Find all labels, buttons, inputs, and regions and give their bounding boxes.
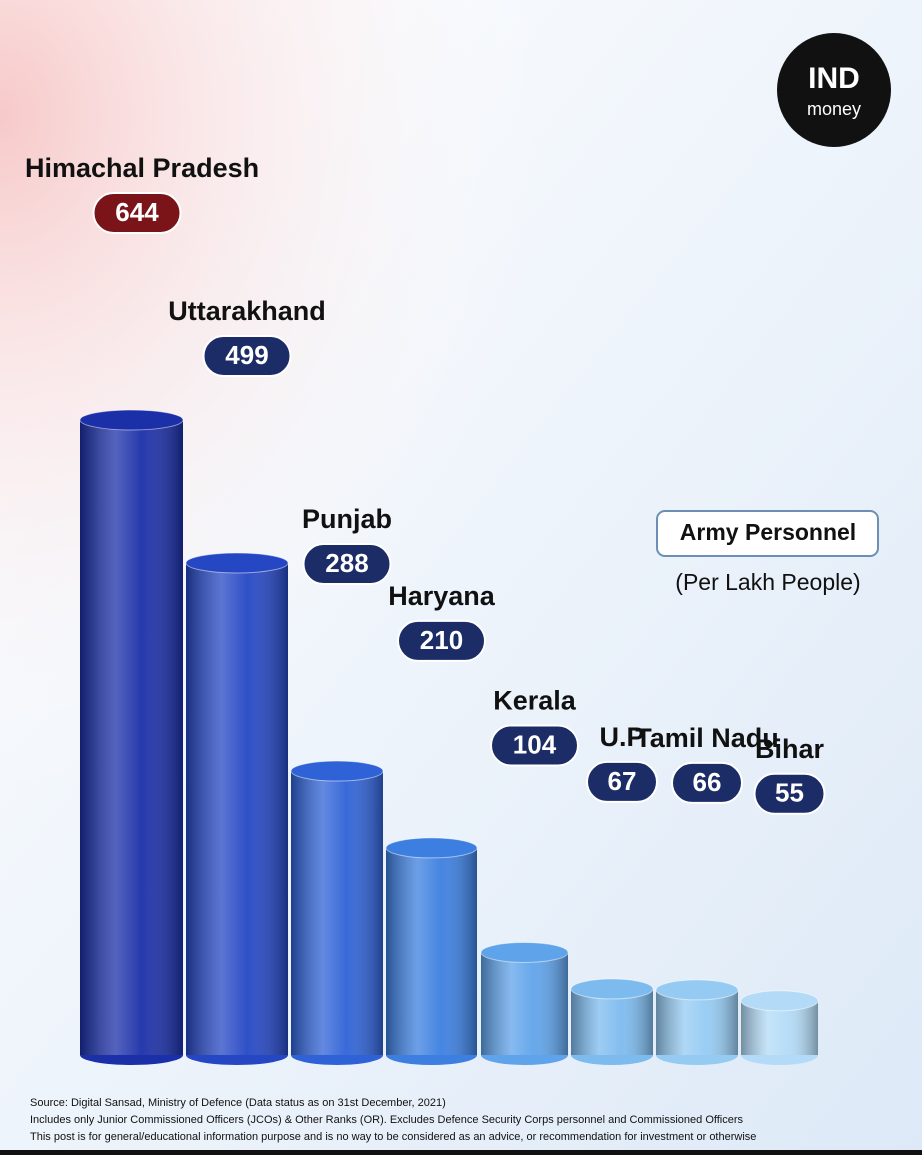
bar-top	[185, 552, 289, 574]
value-badge	[586, 760, 658, 803]
value-label: 104	[513, 729, 557, 759]
bar-top	[740, 990, 819, 1012]
value-label: 55	[775, 778, 804, 808]
legend-title: Army Personnel	[680, 519, 856, 545]
category-label: Haryana	[388, 581, 496, 611]
bottom-border	[0, 1150, 922, 1155]
bar-top	[79, 409, 184, 431]
disclaimer: This post is for general/educational inf…	[30, 1131, 756, 1143]
bar-shine	[80, 420, 183, 1055]
bar-shine	[386, 847, 477, 1055]
value-badge	[302, 543, 392, 586]
value-label: 499	[225, 340, 268, 370]
logo-text: IND	[808, 62, 860, 95]
category-label: Himachal Pradesh	[25, 153, 259, 183]
bar-shine	[291, 771, 383, 1055]
bar-top	[570, 978, 654, 1000]
value-badge	[490, 724, 579, 767]
value-label: 644	[115, 197, 159, 227]
value-badge	[397, 619, 486, 662]
value-badge	[753, 772, 826, 815]
category-label: Punjab	[302, 504, 392, 534]
bar-top	[655, 979, 739, 1001]
subtitle: (Per Lakh People)	[675, 569, 860, 595]
category-label: Uttarakhand	[168, 296, 326, 326]
value-label: 288	[325, 548, 368, 578]
bar-top	[385, 837, 478, 859]
value-label: 210	[420, 625, 463, 655]
category-label: U.P	[599, 722, 644, 752]
logo	[777, 33, 891, 147]
category-label: Bihar	[755, 734, 825, 764]
value-badge	[202, 334, 292, 377]
bar-shine	[571, 988, 653, 1055]
bar-shine	[186, 562, 288, 1055]
bar-top	[290, 760, 384, 782]
category-label: Kerala	[493, 686, 577, 716]
value-label: 66	[693, 767, 722, 797]
note: Includes only Junior Commissioned Office…	[30, 1114, 744, 1126]
legend-box	[656, 510, 879, 557]
value-badge	[92, 192, 182, 234]
logo-subtext: money	[807, 99, 861, 119]
value-label: 67	[608, 766, 637, 796]
value-badge	[671, 761, 743, 804]
bar-top	[480, 941, 569, 963]
bar-shine	[656, 989, 738, 1055]
bar-shine	[481, 952, 568, 1055]
source-note: Source: Digital Sansad, Ministry of Defe…	[30, 1097, 446, 1109]
category-label: Tamil Nadu	[635, 723, 779, 753]
